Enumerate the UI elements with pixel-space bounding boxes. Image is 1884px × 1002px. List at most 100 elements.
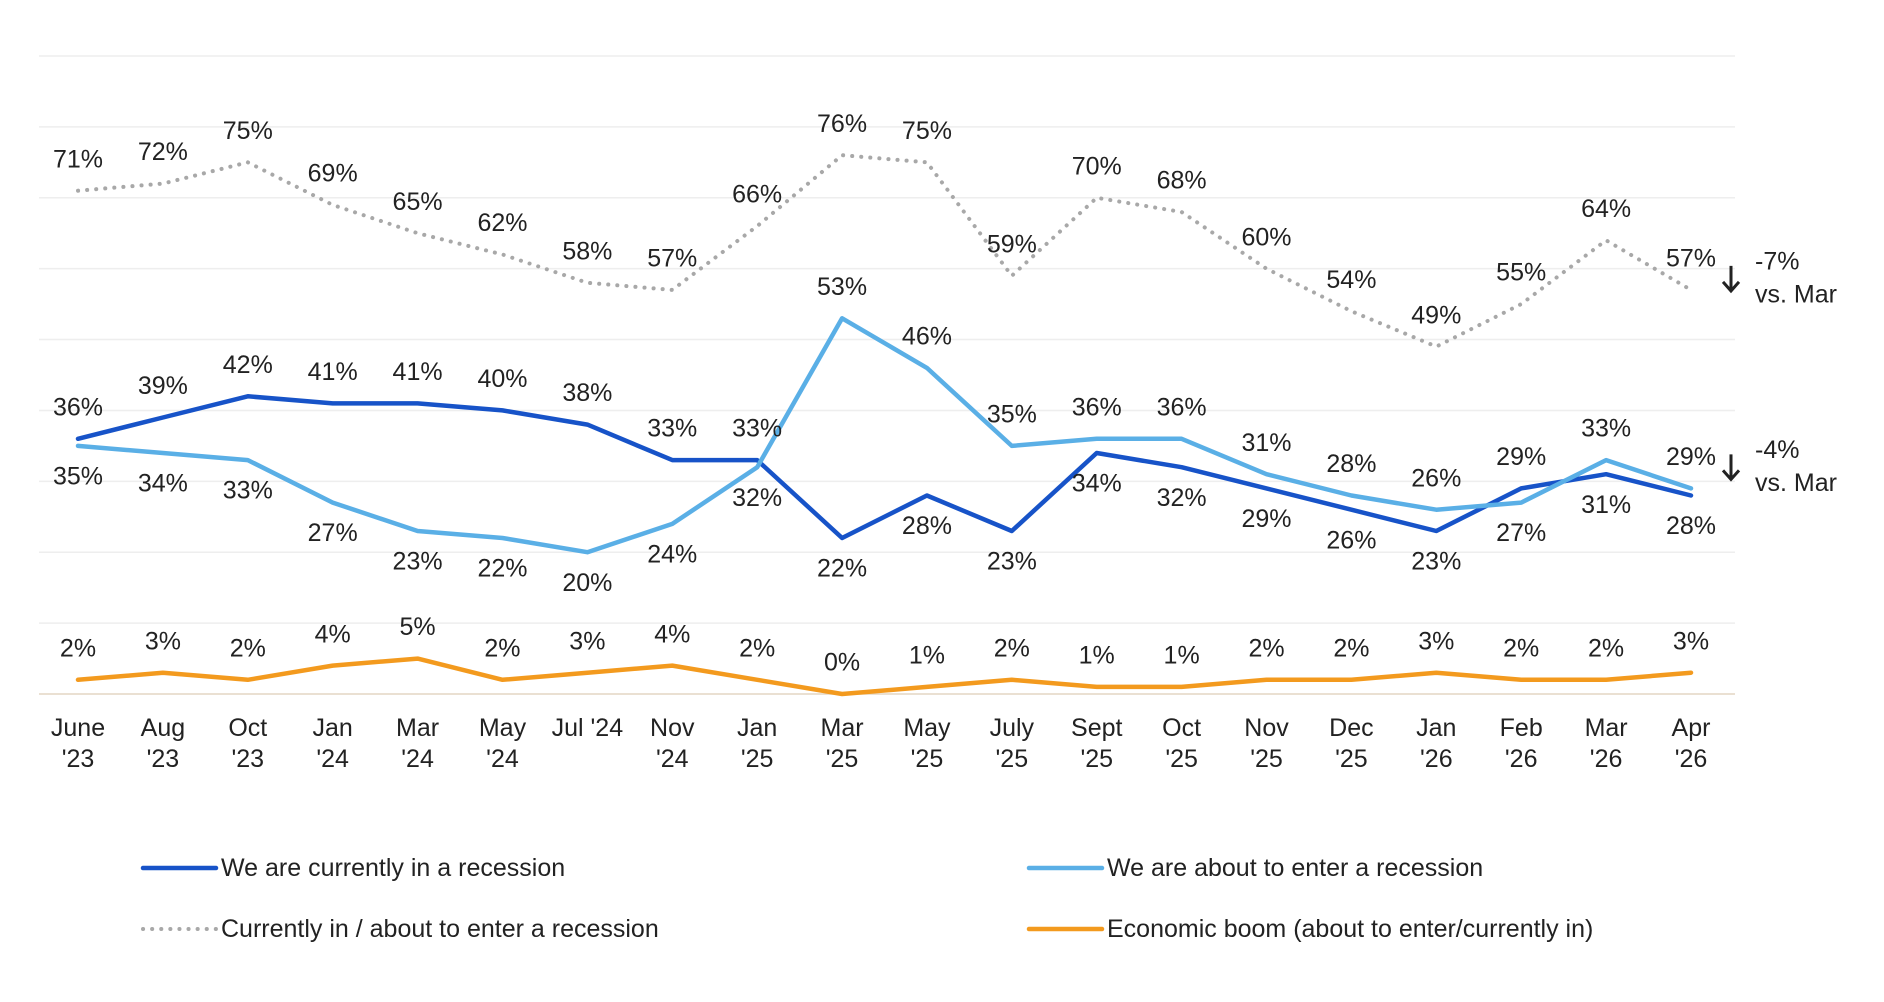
series-line	[75, 394, 1694, 541]
value-label: 66%	[732, 181, 782, 209]
value-label: 29%	[1496, 443, 1546, 471]
value-label: 55%	[1496, 259, 1546, 287]
value-label: 29%	[1666, 443, 1716, 471]
value-label: 26%	[1326, 526, 1376, 554]
value-label: 57%	[647, 245, 697, 273]
value-label: 65%	[393, 188, 443, 216]
value-label: 28%	[1326, 450, 1376, 478]
value-label: 59%	[987, 230, 1037, 258]
value-label: 4%	[315, 620, 351, 648]
value-label: 39%	[138, 372, 188, 400]
value-label: 3%	[569, 627, 605, 655]
value-label: 32%	[1157, 484, 1207, 512]
value-label: 33%	[647, 415, 697, 443]
value-label: 28%	[902, 512, 952, 540]
x-tick-label: May '24	[478, 714, 527, 773]
x-tick-label: Feb '26	[1499, 714, 1543, 773]
value-label: 31%	[1581, 491, 1631, 519]
value-label: 27%	[308, 519, 358, 547]
value-label: 2%	[60, 634, 96, 662]
value-label: 36%	[53, 393, 103, 421]
x-tick-label: Nov '25	[1244, 714, 1289, 773]
annotation: -4%	[1755, 436, 1799, 464]
value-label: 0%	[824, 649, 860, 677]
arrow	[1721, 454, 1741, 482]
value-label: 76%	[817, 110, 867, 138]
value-label: 41%	[393, 358, 443, 386]
value-label: 34%	[138, 470, 188, 498]
value-label: 33%	[1581, 415, 1631, 443]
value-label: 29%	[1242, 505, 1292, 533]
x-tick-label: Mar '25	[820, 714, 864, 773]
x-tick-label: Jan '25	[737, 714, 778, 773]
value-label: 34%	[1072, 470, 1122, 498]
value-label: 2%	[1503, 634, 1539, 662]
x-tick-label: Apr '26	[1671, 714, 1711, 773]
legend-label: We are currently in a recession	[221, 854, 566, 882]
x-tick-label: Jan '24	[312, 714, 353, 773]
annotation: -7%	[1755, 248, 1799, 276]
value-label: 46%	[902, 323, 952, 351]
value-label: 36%	[1157, 393, 1207, 421]
legend-label: Economic boom (about to enter/currently …	[1107, 915, 1594, 943]
value-label: 54%	[1326, 266, 1376, 294]
value-label: 40%	[477, 365, 527, 393]
value-label: 3%	[1673, 627, 1709, 655]
legend-label: Currently in / about to enter a recessio…	[221, 915, 659, 943]
value-label: 75%	[223, 117, 273, 145]
value-label: 2%	[1333, 634, 1369, 662]
x-tick-label: Nov '24	[650, 714, 695, 773]
annotation: vs. Mar	[1755, 281, 1837, 309]
value-label: 38%	[562, 379, 612, 407]
value-label: 4%	[654, 620, 690, 648]
value-label: 35%	[987, 400, 1037, 428]
value-label: 42%	[223, 351, 273, 379]
value-label: 36%	[1072, 393, 1122, 421]
value-label: 32%	[732, 484, 782, 512]
legend-label: We are about to enter a recession	[1107, 854, 1484, 882]
value-label: 1%	[909, 642, 945, 670]
value-label: 62%	[477, 209, 527, 237]
value-label: 33%	[732, 415, 782, 443]
value-label: 53%	[817, 273, 867, 301]
value-label: 49%	[1411, 301, 1461, 329]
value-label: 26%	[1411, 464, 1461, 492]
series-line	[75, 316, 1694, 555]
value-label: 2%	[230, 634, 266, 662]
x-tick-label: Oct '25	[1162, 714, 1202, 773]
value-label: 69%	[308, 159, 358, 187]
value-label: 2%	[1248, 634, 1284, 662]
value-label: 68%	[1157, 167, 1207, 195]
value-label: 75%	[902, 117, 952, 145]
value-label: 28%	[1666, 512, 1716, 540]
x-tick-label: Mar '24	[396, 714, 440, 773]
value-label: 41%	[308, 358, 358, 386]
value-label: 64%	[1581, 195, 1631, 223]
x-tick-label: Jan '26	[1416, 714, 1457, 773]
x-tick-label: July '25	[989, 714, 1035, 773]
value-label: 3%	[1418, 627, 1454, 655]
x-tick-label: June '23	[50, 714, 106, 773]
x-tick-label: Dec '25	[1329, 714, 1374, 773]
value-label: 27%	[1496, 519, 1546, 547]
value-label: 33%	[223, 477, 273, 505]
x-tick-label: May '25	[903, 714, 951, 773]
value-label: 24%	[647, 540, 697, 568]
value-label: 22%	[817, 555, 867, 583]
x-tick-label: Oct '23	[228, 714, 268, 773]
value-label: 58%	[562, 237, 612, 265]
series-line	[76, 153, 1693, 349]
value-label: 5%	[400, 613, 436, 641]
value-label: 60%	[1242, 223, 1292, 251]
value-label: 2%	[484, 634, 520, 662]
value-label: 71%	[53, 145, 103, 173]
value-label: 23%	[987, 548, 1037, 576]
x-tick-label: Sept '25	[1071, 714, 1123, 773]
value-label: 3%	[145, 627, 181, 655]
annotation: vs. Mar	[1755, 469, 1837, 497]
value-label: 20%	[562, 569, 612, 597]
value-label: 2%	[1588, 634, 1624, 662]
x-tick-label: Jul '24	[551, 714, 624, 742]
value-label: 70%	[1072, 152, 1122, 180]
value-label: 22%	[477, 555, 527, 583]
